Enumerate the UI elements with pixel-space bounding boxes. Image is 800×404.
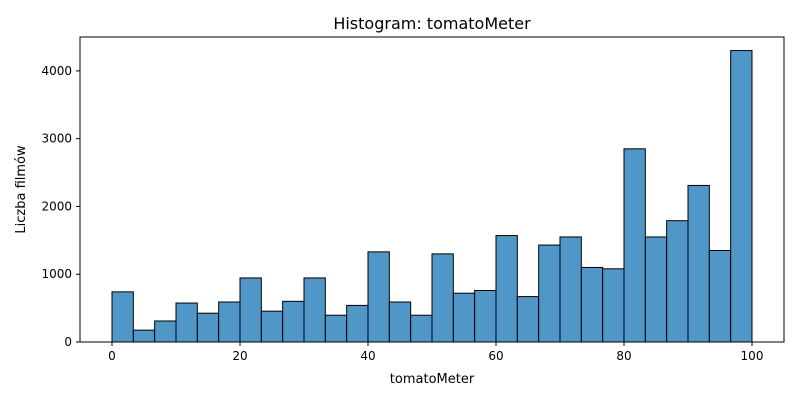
histogram-bar [580,266,604,343]
histogram-bar [730,50,753,343]
histogram-bar [538,244,561,343]
bars-group [111,50,753,343]
y-tick-label: 2000 [41,199,72,213]
y-axis-label: Liczba filmów [14,145,29,234]
histogram-bar [175,302,198,343]
histogram-bar [410,314,433,343]
histogram-bar [644,236,668,343]
histogram-bar [516,296,540,343]
histogram-bar [282,300,305,343]
y-ticks-group: 0 1000 2000 3000 4000 [41,64,80,349]
histogram-bar [495,235,518,343]
histogram-bar [602,268,625,343]
x-tick-label: 60 [488,349,503,363]
histogram-bar [474,289,497,343]
histogram-bar [367,251,390,343]
histogram-bar [218,301,241,343]
axes-frame [79,36,785,343]
y-tick-label: 0 [64,335,72,349]
histogram-bar [452,292,476,343]
y-tick-label: 1000 [41,267,72,281]
y-tick-label: 3000 [41,132,72,146]
histogram-bar [559,236,582,343]
y-tick-label: 4000 [41,64,72,78]
histogram-bar [431,253,454,343]
x-tick-label: 100 [741,349,764,363]
histogram-bar [196,312,220,343]
x-axis-label: tomatoMeter [390,372,475,387]
histogram-bar [623,148,646,343]
histogram-bar [708,250,732,343]
histogram-bar [303,277,326,343]
x-tick-label: 80 [616,349,631,363]
x-tick-label: 0 [108,349,116,363]
histogram-bar [239,277,262,343]
histogram-bar [260,310,284,343]
x-tick-label: 20 [232,349,247,363]
histogram-bar [111,291,134,343]
histogram-bar [388,301,412,343]
histogram-bar [324,314,348,343]
chart-title: Histogram: tomatoMeter [333,14,531,33]
histogram-bar [687,184,710,343]
histogram-bar [132,329,156,343]
histogram-bar [346,304,369,343]
histogram-bar [154,320,177,343]
x-tick-label: 40 [360,349,375,363]
x-ticks-group: 0 20 40 60 80 100 [108,342,763,363]
histogram-bar [666,220,689,343]
